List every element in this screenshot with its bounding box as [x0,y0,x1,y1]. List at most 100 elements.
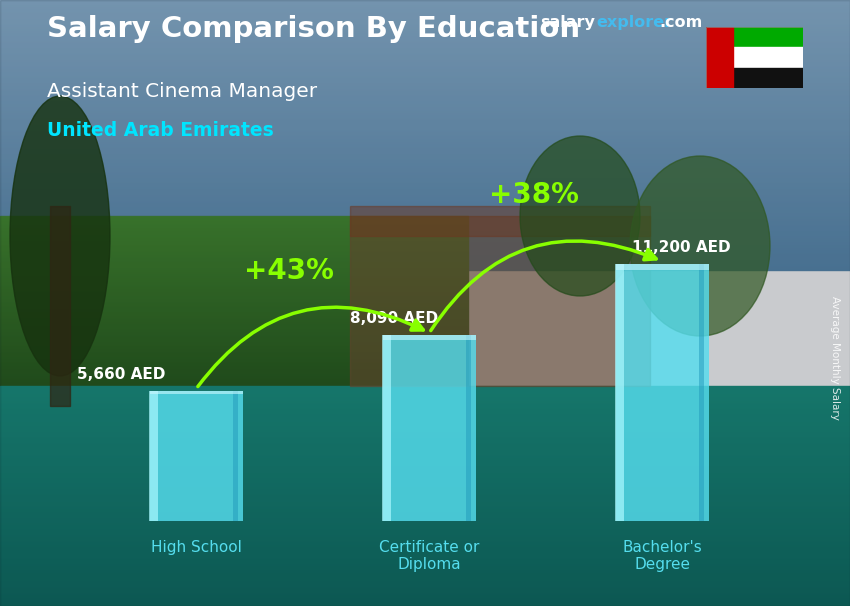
Bar [0,216,468,217]
Bar [0,209,850,210]
Bar [233,391,238,521]
Bar [0,217,468,218]
Bar [0,55,850,56]
Bar [0,87,850,88]
Bar [0,4,850,5]
Bar [0,549,850,550]
Bar [0,317,468,318]
Bar [706,27,734,88]
Bar [615,264,709,521]
Bar [0,248,850,249]
Bar [0,297,468,298]
Bar [0,398,850,399]
Bar [382,335,476,521]
Bar [0,512,850,513]
Bar [0,257,850,258]
Bar [0,462,850,463]
Bar [0,76,850,77]
Bar [0,572,850,573]
Bar [0,318,468,319]
Bar [0,599,850,600]
Bar [0,309,468,310]
Bar [0,49,850,50]
Bar [0,11,850,12]
Bar [0,408,850,409]
Bar [0,534,850,535]
Bar [0,270,468,271]
Bar [0,569,850,570]
Bar [0,252,850,253]
Text: .com: .com [660,15,703,30]
Bar [0,225,850,226]
Bar [0,192,850,193]
Bar [0,582,850,583]
Bar [0,546,850,547]
Bar [0,221,850,222]
Bar [0,154,850,155]
Bar [0,115,850,116]
Bar [0,91,850,92]
Bar [0,300,468,301]
Bar [0,403,850,404]
Bar [0,272,468,273]
Bar [0,483,850,484]
Bar [0,550,850,551]
Bar [0,124,850,125]
Bar [615,264,709,270]
Bar [0,281,468,282]
Bar [0,5,850,6]
Bar [0,348,468,349]
Bar [0,72,850,73]
Bar [0,393,850,394]
Bar [0,82,850,83]
Bar [0,92,850,93]
Bar [0,18,850,19]
Bar [0,547,850,548]
Bar [0,480,850,481]
Bar [0,183,850,184]
Bar [0,211,850,212]
Bar [0,307,468,308]
Bar [0,201,850,202]
Bar [0,590,850,591]
Bar [0,381,468,382]
Bar [0,71,850,72]
Bar [0,420,850,421]
Bar [0,598,850,599]
Bar [350,206,650,236]
Bar [0,411,850,412]
Bar [0,67,850,68]
Bar [0,246,850,247]
Bar [0,371,468,372]
Bar [0,13,850,14]
Bar [0,260,850,261]
Bar [0,275,468,276]
Text: salary: salary [540,15,595,30]
Bar [0,369,468,370]
Bar [0,170,850,171]
Bar [0,217,850,218]
Bar [0,562,850,563]
Bar [0,516,850,517]
Bar [0,180,850,181]
Bar [0,259,850,260]
Bar [0,43,850,44]
Bar [0,286,468,287]
Bar [0,188,850,189]
Bar [0,257,468,258]
Bar [0,27,850,28]
Bar [0,212,850,213]
Bar [0,81,850,82]
Bar [0,463,850,464]
Bar [0,288,468,289]
Bar [0,305,468,306]
Bar [0,358,468,359]
Bar [0,360,468,361]
Bar [0,53,850,54]
Bar [0,161,850,162]
Bar [149,391,158,521]
Bar [0,329,468,330]
Bar [0,184,850,185]
Bar [0,564,850,565]
Bar [0,220,850,221]
